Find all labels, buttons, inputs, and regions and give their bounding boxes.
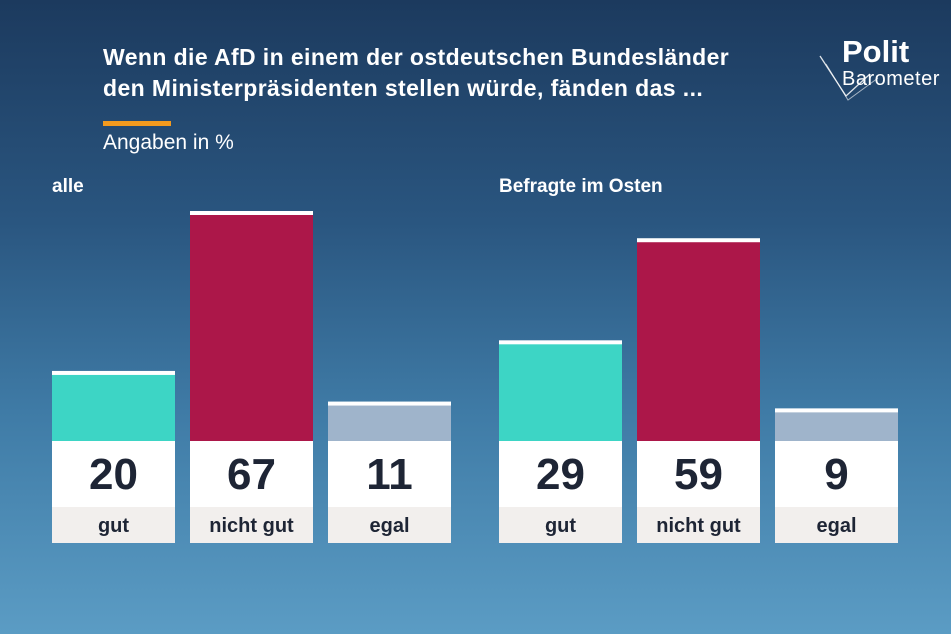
data-label-egal: 11 (366, 450, 413, 499)
bar-cap-nicht-gut (190, 211, 313, 215)
data-label-nicht-gut: 59 (674, 450, 723, 499)
value-box-nicht-gut (637, 441, 760, 507)
category-box-egal (328, 507, 451, 543)
category-label-gut: gut (545, 515, 576, 537)
value-box-gut (52, 441, 175, 507)
value-box-gut (499, 441, 622, 507)
title-line-1: Wenn die AfD in einem der ostdeutschen B… (103, 44, 730, 70)
value-box-egal (775, 441, 898, 507)
bar-egal (775, 410, 898, 441)
logo-text-polit: Polit (842, 34, 910, 69)
accent-bar (103, 121, 171, 126)
bar-cap-egal (328, 401, 451, 406)
category-box-gut (52, 507, 175, 543)
category-label-gut: gut (98, 515, 129, 537)
bar-cap-gut (52, 370, 175, 375)
data-label-nicht-gut: 67 (227, 450, 276, 499)
group-label-osten: Befragte im Osten (499, 176, 663, 197)
title-line-2: den Ministerpräsidenten stellen würde, f… (103, 75, 704, 101)
subtitle: Angaben in % (103, 131, 234, 154)
bar-nicht-gut (190, 213, 313, 441)
category-box-nicht-gut (637, 507, 760, 543)
data-label-gut: 29 (536, 450, 585, 499)
data-label-gut: 20 (89, 450, 138, 499)
category-box-gut (499, 507, 622, 543)
politbarometer-logo: Polit Barometer (818, 34, 951, 106)
bar-cap-egal (775, 408, 898, 413)
bar-gut (52, 372, 175, 441)
category-label-nicht-gut: nicht gut (656, 515, 741, 537)
data-label-egal: 9 (824, 450, 848, 499)
value-box-nicht-gut (190, 441, 313, 507)
category-box-egal (775, 507, 898, 543)
category-box-nicht-gut (190, 507, 313, 543)
value-box-egal (328, 441, 451, 507)
chart-title: Wenn die AfD in einem der ostdeutschen B… (103, 42, 729, 104)
bar-nicht-gut (637, 240, 760, 441)
bar-cap-gut (499, 340, 622, 345)
category-label-nicht-gut: nicht gut (209, 515, 294, 537)
bar-egal (328, 403, 451, 441)
bar-cap-nicht-gut (637, 238, 760, 243)
logo-text-barometer: Barometer (842, 68, 940, 90)
group-label-alle: alle (52, 176, 84, 197)
category-label-egal: egal (816, 515, 856, 537)
logo-checkmark-icon (819, 55, 879, 101)
bar-gut (499, 342, 622, 441)
category-label-egal: egal (369, 515, 409, 537)
